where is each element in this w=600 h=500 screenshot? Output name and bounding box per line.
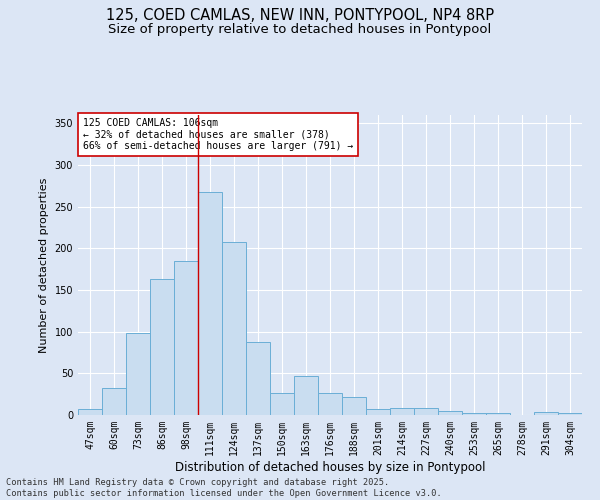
Bar [246,342,270,415]
Bar [126,334,150,415]
X-axis label: Distribution of detached houses by size in Pontypool: Distribution of detached houses by size … [175,460,485,473]
Bar [150,279,174,415]
Text: Size of property relative to detached houses in Pontypool: Size of property relative to detached ho… [109,22,491,36]
Text: Contains HM Land Registry data © Crown copyright and database right 2025.
Contai: Contains HM Land Registry data © Crown c… [6,478,442,498]
Bar [438,411,462,415]
Y-axis label: Number of detached properties: Number of detached properties [39,178,49,352]
Bar [318,394,342,415]
Bar [486,414,510,415]
Bar [534,412,558,415]
Bar [270,392,294,415]
Bar [366,409,390,415]
Bar [102,388,126,415]
Bar [198,192,222,415]
Bar [342,396,366,415]
Bar [78,409,102,415]
Bar [462,414,486,415]
Bar [414,408,438,415]
Bar [294,376,318,415]
Bar [390,408,414,415]
Bar [558,414,582,415]
Bar [222,242,246,415]
Text: 125, COED CAMLAS, NEW INN, PONTYPOOL, NP4 8RP: 125, COED CAMLAS, NEW INN, PONTYPOOL, NP… [106,8,494,22]
Bar [174,261,198,415]
Text: 125 COED CAMLAS: 106sqm
← 32% of detached houses are smaller (378)
66% of semi-d: 125 COED CAMLAS: 106sqm ← 32% of detache… [83,118,353,151]
